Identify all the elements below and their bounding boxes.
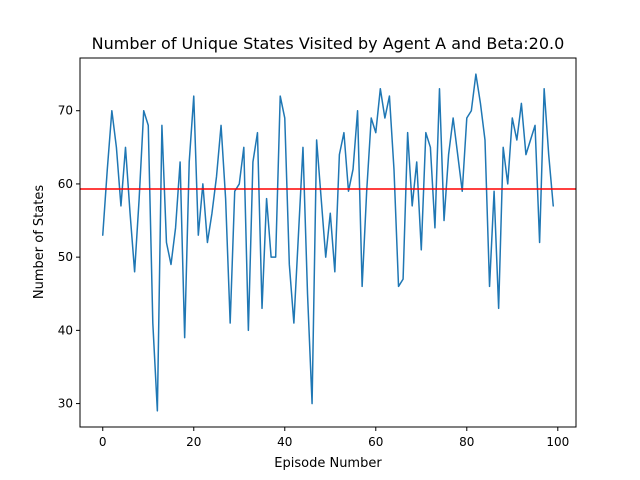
x-tick-label: 100 [546, 435, 569, 449]
x-tick-label: 60 [368, 435, 383, 449]
chart-title: Number of Unique States Visited by Agent… [92, 34, 565, 53]
x-tick-label: 20 [186, 435, 201, 449]
axes-frame [79, 57, 577, 428]
x-axis-label: Episode Number [274, 456, 382, 471]
y-tick-label: 60 [58, 177, 73, 191]
y-tick-label: 70 [58, 104, 73, 118]
x-tick-label: 80 [459, 435, 474, 449]
axis-ticks: 0 20 40 60 80 100 30 40 50 60 70 [58, 104, 570, 449]
y-tick-label: 50 [58, 250, 73, 264]
x-tick-label: 0 [99, 435, 107, 449]
y-axis-label: Number of States [32, 185, 47, 299]
x-tick-label: 40 [277, 435, 292, 449]
plot-area [80, 73, 576, 412]
y-tick-label: 40 [58, 323, 73, 337]
y-tick-label: 30 [58, 397, 73, 411]
series-line-0 [102, 73, 554, 412]
